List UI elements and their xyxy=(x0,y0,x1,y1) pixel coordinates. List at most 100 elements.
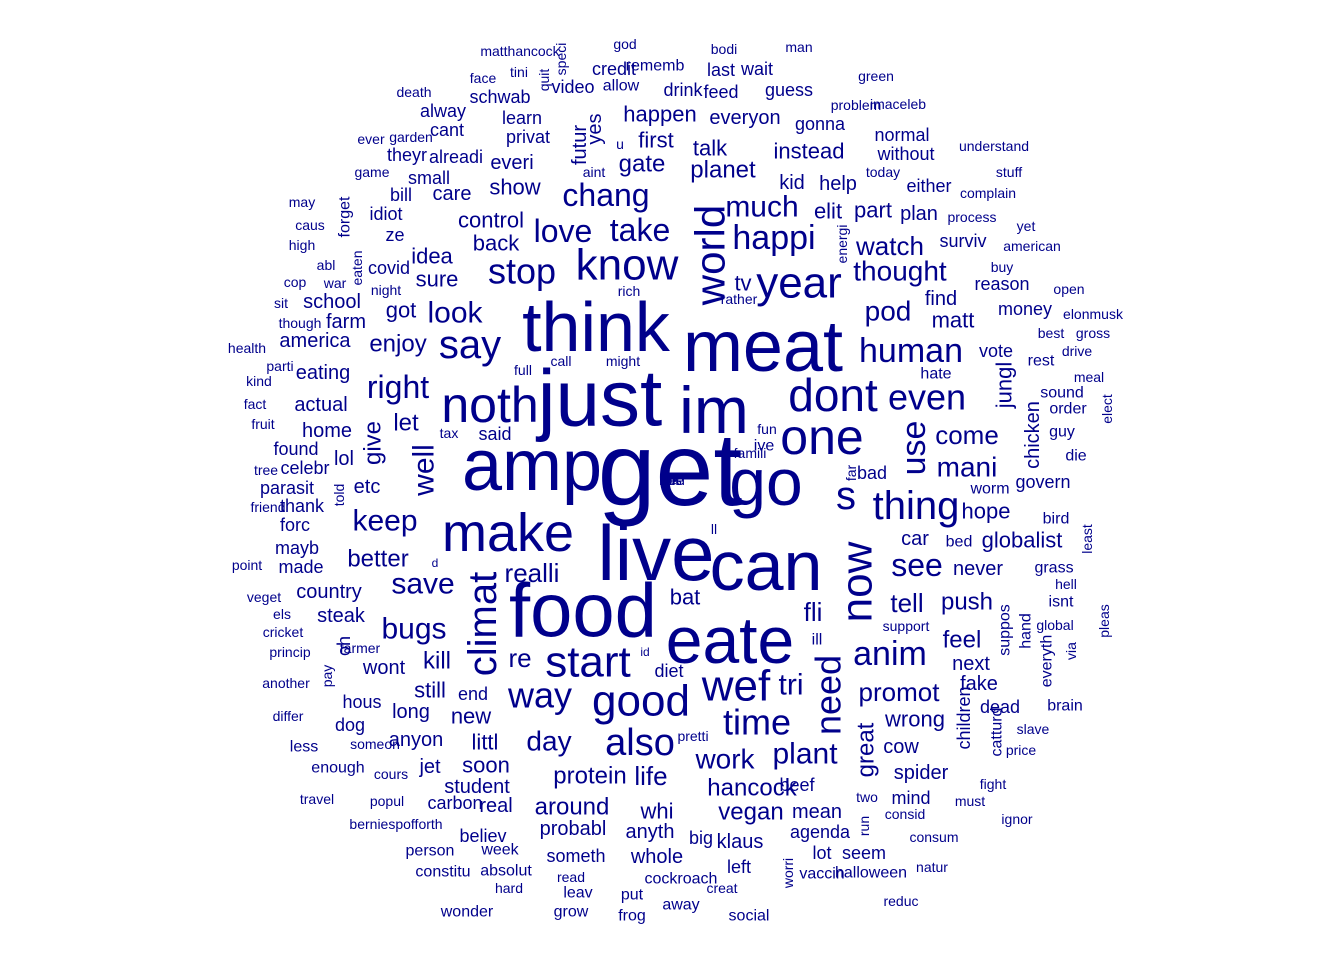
cloud-word-covid: covid xyxy=(368,258,410,278)
cloud-word-theyr: theyr xyxy=(387,145,427,165)
cloud-word-stuff: stuff xyxy=(996,164,1022,180)
cloud-word-car: car xyxy=(901,528,929,550)
cloud-word-said: said xyxy=(478,424,511,444)
cloud-word-id: id xyxy=(640,645,649,659)
cloud-word-celebr: celebr xyxy=(280,458,329,478)
cloud-word-kind: kind xyxy=(246,373,272,389)
cloud-word-left: left xyxy=(727,857,751,877)
cloud-word-fun: fun xyxy=(757,421,776,437)
cloud-word-run: run xyxy=(856,816,872,836)
cloud-word-talk: talk xyxy=(693,136,728,161)
cloud-word-brain: brain xyxy=(1047,698,1083,715)
cloud-word-pod: pod xyxy=(865,296,912,327)
cloud-word-today: today xyxy=(866,164,900,180)
cloud-word-realli: realli xyxy=(505,558,560,588)
cloud-word-famili: famili xyxy=(734,445,767,461)
cloud-word-ze: ze xyxy=(385,225,404,245)
cloud-word-idiot: idiot xyxy=(369,204,402,224)
cloud-word-one: one xyxy=(780,409,863,465)
cloud-word-got: got xyxy=(386,298,417,323)
cloud-word-country: country xyxy=(296,581,362,603)
cloud-word-eaten: eaten xyxy=(349,250,365,285)
cloud-word-schwab: schwab xyxy=(469,87,530,107)
cloud-word-away: away xyxy=(662,897,699,914)
cloud-word-drive: drive xyxy=(1062,343,1093,359)
cloud-word-cours: cours xyxy=(374,766,408,782)
cloud-word-friend: friend xyxy=(250,499,285,515)
cloud-word-ll: ll xyxy=(711,521,717,537)
cloud-word-futur: futur xyxy=(569,125,591,165)
cloud-word-home: home xyxy=(302,420,352,442)
cloud-word-bad: bad xyxy=(857,463,887,483)
cloud-word-wont: wont xyxy=(362,657,406,679)
cloud-word-save: save xyxy=(391,568,454,601)
cloud-word-anyth: anyth xyxy=(626,821,675,843)
cloud-word-promot: promot xyxy=(859,677,941,707)
cloud-word-live: live xyxy=(597,509,714,597)
cloud-word-bill: bill xyxy=(390,185,412,205)
cloud-word-without: without xyxy=(876,144,934,164)
cloud-word-quit: quit xyxy=(536,69,552,92)
cloud-word-elect: elect xyxy=(1099,394,1115,424)
cloud-word-garden: garden xyxy=(389,129,433,145)
cloud-word-whi: whi xyxy=(639,799,673,824)
cloud-word-tell: tell xyxy=(890,588,923,618)
cloud-word-probabl: probabl xyxy=(540,818,607,840)
cloud-word-consum: consum xyxy=(909,829,958,845)
cloud-word-govern: govern xyxy=(1015,472,1070,492)
cloud-word-idea: idea xyxy=(411,244,453,269)
cloud-word-alreadi: alreadi xyxy=(429,147,483,167)
cloud-word-let: let xyxy=(393,410,419,437)
cloud-word-jungl: jungl xyxy=(992,362,1017,409)
cloud-word-back: back xyxy=(473,231,520,256)
cloud-word-hancock: hancock xyxy=(707,775,797,802)
cloud-word-cockroach: cockroach xyxy=(645,871,718,888)
cloud-word-go: go xyxy=(729,445,802,519)
cloud-word-mean: mean xyxy=(792,801,842,823)
cloud-word-ignor: ignor xyxy=(1001,811,1032,827)
cloud-word-grow: grow xyxy=(554,904,589,921)
cloud-word-best: best xyxy=(1038,325,1065,341)
cloud-word-constitu: constitu xyxy=(415,864,470,881)
cloud-word-hand: hand xyxy=(1018,613,1035,649)
cloud-word-may: may xyxy=(289,194,315,210)
cloud-word-part: part xyxy=(854,198,892,223)
cloud-word-hous: hous xyxy=(342,692,381,712)
cloud-word-hard: hard xyxy=(495,880,523,896)
cloud-word-problem: problem xyxy=(831,97,882,113)
cloud-word-u: u xyxy=(616,136,624,152)
cloud-word-told: told xyxy=(331,484,347,507)
cloud-word-buy: buy xyxy=(991,259,1014,275)
cloud-word-america: america xyxy=(279,330,351,352)
cloud-word-plant: plant xyxy=(772,738,838,771)
cloud-word-natur: natur xyxy=(916,859,948,875)
cloud-word-control: control xyxy=(458,208,524,233)
cloud-word-least: least xyxy=(1079,524,1095,554)
cloud-word-climat: climat xyxy=(461,572,505,676)
cloud-word-rich: rich xyxy=(618,283,641,299)
cloud-word-free: free xyxy=(660,472,684,488)
cloud-word-yet: yet xyxy=(1017,218,1036,234)
cloud-word-school: school xyxy=(303,291,361,313)
cloud-word-small: small xyxy=(408,168,450,188)
cloud-word-elonmusk: elonmusk xyxy=(1063,306,1124,322)
cloud-word-globalist: globalist xyxy=(982,528,1063,553)
cloud-word-tri: tri xyxy=(779,669,804,702)
cloud-word-farm: farm xyxy=(326,311,366,333)
cloud-word-kid: kid xyxy=(779,172,805,194)
cloud-word-support: support xyxy=(883,618,930,634)
cloud-word-fake: fake xyxy=(960,673,998,695)
cloud-word-look: look xyxy=(427,297,483,330)
cloud-word-pretti: pretti xyxy=(677,728,708,744)
cloud-word-first: first xyxy=(638,128,673,153)
cloud-word-abl: abl xyxy=(317,257,336,273)
cloud-word-vaccin: vaccin xyxy=(799,866,844,883)
cloud-word-yes: yes xyxy=(584,113,606,144)
cloud-word-enough: enough xyxy=(311,760,364,777)
cloud-word-order: order xyxy=(1049,401,1087,418)
cloud-word-work: work xyxy=(694,744,755,775)
cloud-word-another: another xyxy=(262,675,310,691)
cloud-word-worm: worm xyxy=(969,481,1009,498)
cloud-word-care: care xyxy=(433,183,472,205)
cloud-word-around: around xyxy=(535,794,610,821)
